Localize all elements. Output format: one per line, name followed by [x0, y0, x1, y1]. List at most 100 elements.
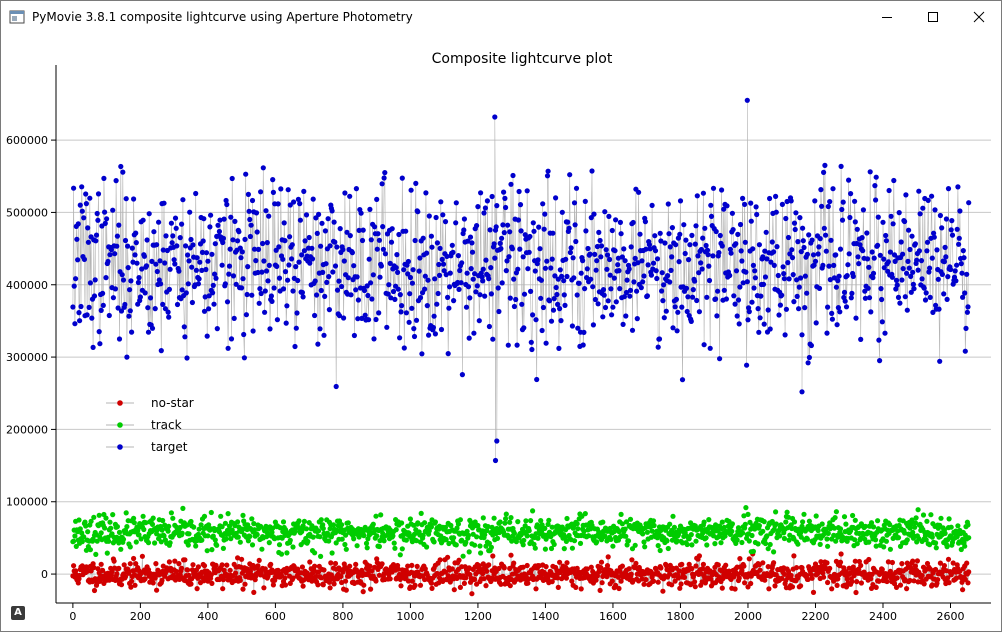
- minimize-button[interactable]: [864, 1, 910, 32]
- data-point: [632, 542, 638, 548]
- data-point: [209, 251, 215, 257]
- data-point: [794, 293, 800, 299]
- legend-label-no-star[interactable]: no-star: [151, 396, 194, 410]
- data-point: [361, 533, 367, 539]
- data-point: [436, 261, 442, 268]
- data-point: [840, 199, 846, 205]
- data-point: [700, 561, 707, 568]
- data-point: [411, 531, 418, 537]
- data-point: [675, 575, 682, 581]
- legend-label-target[interactable]: target: [151, 440, 188, 454]
- data-point: [530, 220, 536, 226]
- title-bar[interactable]: PyMovie 3.8.1 composite lightcurve using…: [1, 1, 1001, 32]
- data-point: [667, 244, 673, 250]
- data-point: [129, 578, 135, 584]
- data-point: [825, 203, 831, 210]
- plot-area[interactable]: Composite lightcurve plot 0 100000 200000 3…: [1, 32, 1001, 631]
- data-point: [519, 301, 525, 307]
- data-point: [608, 536, 614, 542]
- data-point: [696, 309, 703, 315]
- data-point: [443, 536, 449, 543]
- data-point: [312, 312, 318, 319]
- maximize-button[interactable]: [910, 1, 956, 32]
- data-point: [641, 273, 647, 279]
- data-point: [757, 315, 763, 321]
- data-point: [913, 515, 919, 521]
- data-point: [555, 301, 561, 307]
- data-point: [823, 232, 829, 238]
- data-point: [949, 218, 955, 224]
- data-point: [214, 542, 220, 548]
- data-point: [700, 190, 707, 196]
- data-point: [313, 215, 319, 221]
- data-point: [756, 242, 763, 248]
- data-point: [958, 546, 964, 553]
- legend[interactable]: no-star track target: [106, 396, 194, 454]
- data-point: [458, 280, 464, 286]
- autoscale-button[interactable]: A: [11, 606, 25, 620]
- data-point: [419, 351, 425, 357]
- data-point: [542, 525, 548, 531]
- data-point: [618, 511, 624, 517]
- data-point: [704, 542, 710, 548]
- data-point: [535, 257, 541, 263]
- data-point: [201, 513, 208, 519]
- data-point: [446, 540, 452, 547]
- data-point: [754, 211, 760, 218]
- data-point: [440, 261, 447, 267]
- data-point: [521, 325, 527, 331]
- data-point: [355, 573, 361, 580]
- data-point: [392, 296, 398, 302]
- data-point: [245, 538, 251, 544]
- data-point: [359, 315, 365, 321]
- data-point: [137, 294, 143, 300]
- data-point: [848, 191, 854, 197]
- data-point: [209, 580, 215, 587]
- data-point: [767, 195, 773, 202]
- data-point: [798, 249, 804, 255]
- data-point: [858, 562, 864, 569]
- data-point: [535, 535, 541, 541]
- data-point: [249, 197, 256, 204]
- data-point: [524, 188, 530, 194]
- data-point: [212, 537, 218, 543]
- data-point: [413, 538, 420, 544]
- data-point: [472, 542, 478, 548]
- data-point: [760, 281, 767, 287]
- lightcurve-chart[interactable]: Composite lightcurve plot 01000002000003…: [1, 32, 1001, 631]
- data-point: [555, 575, 561, 581]
- data-point: [630, 219, 636, 226]
- data-point: [442, 569, 449, 575]
- data-point: [94, 538, 100, 544]
- data-point: [507, 295, 513, 301]
- data-point: [466, 549, 472, 555]
- data-point: [815, 251, 821, 257]
- data-point: [150, 580, 156, 586]
- data-point: [824, 536, 830, 542]
- data-point: [79, 208, 85, 214]
- data-point: [573, 238, 579, 245]
- data-point: [860, 248, 866, 254]
- data-point: [110, 295, 116, 301]
- data-point: [291, 199, 297, 205]
- data-point: [143, 520, 149, 526]
- data-point: [312, 550, 318, 556]
- close-button[interactable]: [956, 1, 1001, 32]
- data-point: [432, 331, 438, 337]
- legend-label-track[interactable]: track: [151, 418, 182, 432]
- data-point: [239, 285, 245, 291]
- data-point: [825, 530, 831, 536]
- data-point: [924, 239, 931, 245]
- data-point: [572, 222, 578, 228]
- data-point: [750, 262, 757, 268]
- data-point: [396, 231, 402, 238]
- data-point: [748, 218, 754, 224]
- data-point: [466, 565, 472, 571]
- data-point: [954, 262, 960, 268]
- data-point: [897, 582, 904, 588]
- data-point: [71, 563, 77, 569]
- data-point: [340, 247, 346, 253]
- data-point: [343, 578, 349, 584]
- x-tick-label: 2200: [801, 610, 829, 623]
- data-point: [453, 542, 459, 548]
